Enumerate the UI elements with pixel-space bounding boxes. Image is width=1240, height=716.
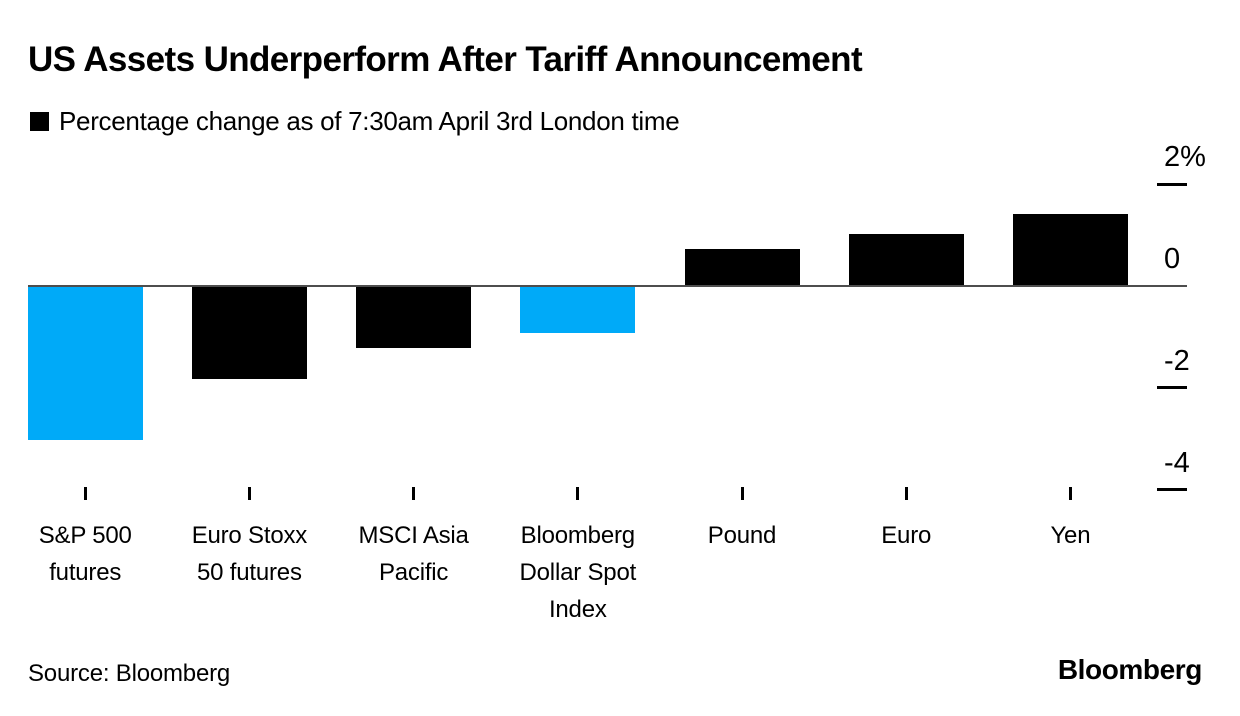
bar-euro-stoxx-50-futures <box>191 287 307 379</box>
category-label-s-p-500-futures: S&P 500 futures <box>0 517 175 591</box>
x-tick-pound <box>740 487 744 500</box>
category-label-line: futures <box>49 559 122 586</box>
x-tick-s-p-500-futures <box>83 487 87 500</box>
bar-s-p-500-futures <box>27 287 143 440</box>
category-label-line: Yen <box>1050 522 1091 549</box>
source-note: Source: Bloomberg <box>28 660 231 687</box>
y-tick-label-4: -4 <box>1164 446 1190 479</box>
y-tick-label-2: -2 <box>1164 344 1190 377</box>
legend-label: Percentage change as of 7:30am April 3rd… <box>59 106 680 136</box>
category-label-euro-stoxx-50-futures: Euro Stoxx 50 futures <box>159 517 339 591</box>
bar-msci-asia-pacific <box>356 287 472 349</box>
x-tick-msci-asia-pacific <box>412 487 416 500</box>
category-label-pound: Pound <box>652 517 832 554</box>
legend-swatch-icon <box>30 112 49 131</box>
bar-bloomberg-dollar-spot-index <box>520 287 636 333</box>
category-label-bloomberg-dollar-spot-index: Bloomberg Dollar Spot Index <box>488 517 668 628</box>
y-tick-mark-4 <box>1157 488 1187 492</box>
x-tick-bloomberg-dollar-spot-index <box>576 487 580 500</box>
category-label-line: 50 futures <box>197 559 302 586</box>
y-tick-mark-2 <box>1157 182 1187 186</box>
category-label-yen: Yen <box>980 517 1160 554</box>
category-label-line: Euro Stoxx <box>191 522 308 549</box>
category-label-line: MSCI Asia <box>358 522 469 549</box>
category-label-msci-asia-pacific: MSCI Asia Pacific <box>324 517 504 591</box>
zero-axis-line <box>28 285 1187 287</box>
y-tick-label-0: 0 <box>1164 243 1181 275</box>
category-label-line: Bloomberg <box>520 522 635 549</box>
category-label-line: Pound <box>707 522 777 549</box>
x-tick-yen <box>1068 487 1072 500</box>
bar-pound <box>684 249 800 285</box>
legend: Percentage change as of 7:30am April 3rd… <box>30 106 680 137</box>
category-label-line: Dollar Spot <box>519 559 637 586</box>
category-label-line: S&P 500 <box>38 522 132 549</box>
category-label-line: Euro <box>881 522 932 549</box>
category-label-euro: Euro <box>816 517 996 554</box>
category-label-line: Pacific <box>378 559 449 586</box>
bloomberg-logo: Bloomberg <box>1057 654 1203 685</box>
x-tick-euro <box>904 487 908 500</box>
y-tick-label-2: 2% <box>1164 141 1206 174</box>
x-tick-euro-stoxx-50-futures <box>247 487 251 500</box>
bar-euro <box>848 234 964 285</box>
chart-title: US Assets Underperform After Tariff Anno… <box>28 40 863 79</box>
category-label-line: Index <box>548 596 607 623</box>
y-tick-mark-2 <box>1157 386 1187 390</box>
bar-yen <box>1012 213 1128 285</box>
